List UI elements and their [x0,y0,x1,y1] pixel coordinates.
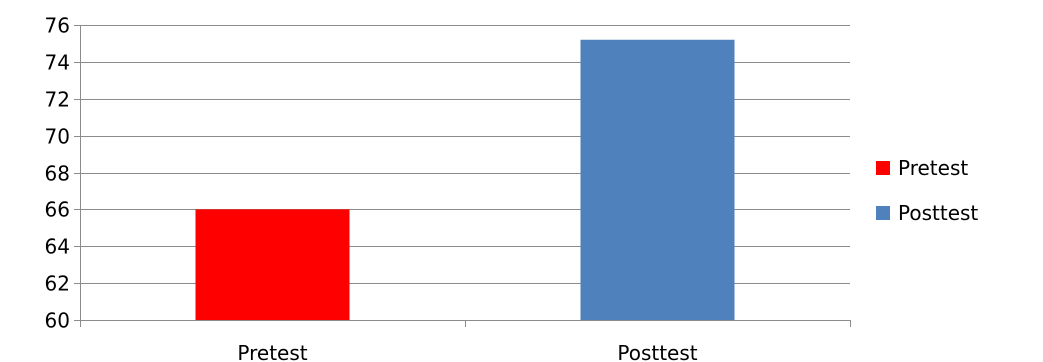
y-tick-label: 76 [45,14,70,38]
legend-swatch-pretest [876,161,890,175]
y-tick-label: 74 [45,51,70,75]
bar-pretest [195,209,350,320]
y-tick-label: 68 [45,162,70,186]
x-tick-label: Posttest [617,341,697,362]
axes [74,25,851,327]
y-tick-label: 60 [45,309,70,333]
x-tick-label: Pretest [237,341,307,362]
legend: Pretest Posttest [876,156,978,225]
legend-swatch-posttest [876,206,890,220]
x-tick-labels: Pretest Posttest [237,341,697,362]
legend-label-posttest: Posttest [898,201,978,225]
y-tick-label: 64 [45,235,70,259]
y-tick-label: 62 [45,272,70,296]
y-tick-labels: 60 62 64 66 68 70 72 74 76 [45,14,70,333]
bars [195,39,735,320]
y-tick-label: 70 [45,125,70,149]
legend-label-pretest: Pretest [898,156,968,180]
bar-posttest [580,39,735,320]
y-tick-label: 66 [45,198,70,222]
y-tick-label: 72 [45,88,70,112]
